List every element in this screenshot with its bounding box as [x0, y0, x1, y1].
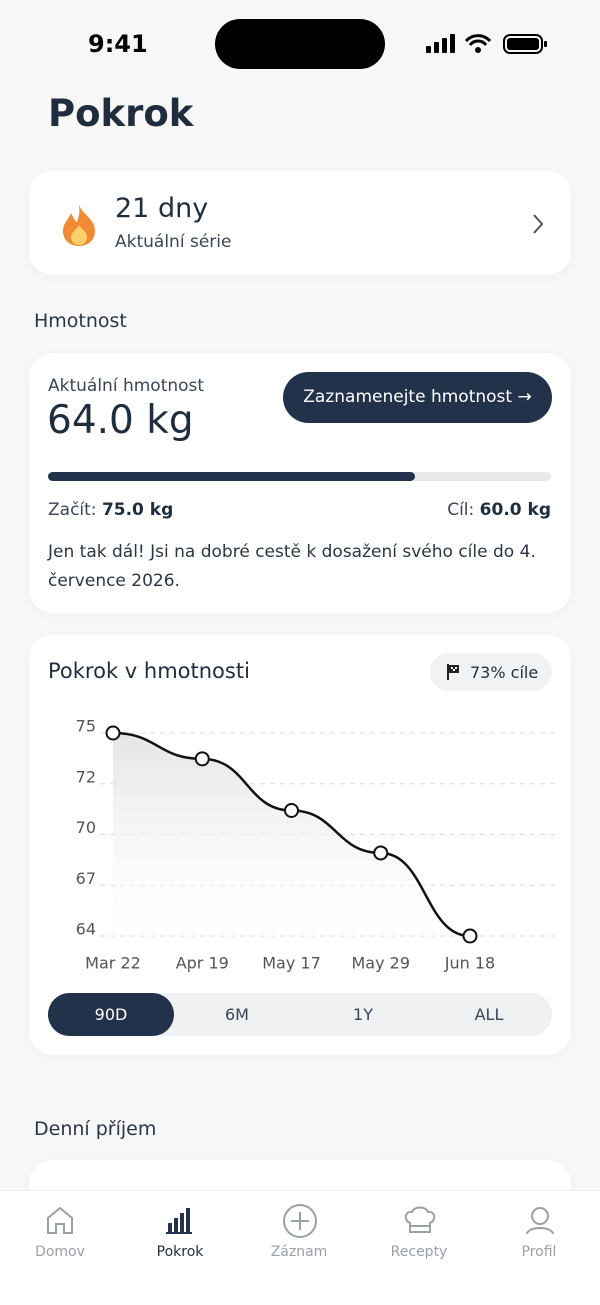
- page-title: Pokrok: [48, 92, 194, 135]
- goal-label: Cíl:: [447, 500, 475, 520]
- x-tick-label: Apr 19: [176, 954, 229, 973]
- chart: 64 67 70 72 75 Mar 22 Apr 19 May 17 May 29 Jun 18: [76, 717, 555, 973]
- current-label: Aktuální hmotnost: [48, 376, 205, 396]
- badge-text: 73% cíle: [470, 663, 539, 682]
- tab-item[interactable]: Recepty: [390, 1244, 448, 1260]
- range-tab[interactable]: 1Y: [353, 1005, 373, 1024]
- point: [373, 845, 389, 861]
- x-tick-label: Jun 18: [444, 954, 495, 973]
- tab-item[interactable]: Domov: [35, 1244, 85, 1260]
- y-tick-label: 64: [76, 920, 96, 939]
- tab-item[interactable]: Profil: [521, 1244, 557, 1260]
- progress-fill: [48, 472, 416, 481]
- x-tick-label: Mar 22: [85, 954, 141, 973]
- point: [194, 751, 210, 767]
- streak-card[interactable]: 21 dny Aktuální série: [29, 171, 571, 275]
- point: [284, 803, 299, 819]
- streak-value: 21 dny: [115, 193, 209, 224]
- progress-track: [48, 472, 551, 481]
- fire-icon: [63, 205, 95, 246]
- tab-item[interactable]: Záznam: [270, 1244, 328, 1260]
- point: [105, 725, 121, 741]
- flag-icon: [447, 664, 459, 680]
- range-tab[interactable]: ALL: [474, 1005, 504, 1024]
- range-tab[interactable]: 90D: [48, 993, 174, 1036]
- chevron: [533, 214, 544, 234]
- streak-label: Aktuální série: [115, 232, 232, 252]
- progress-message: Jen tak dál! Jsi na dobré cestě k dosaže…: [48, 542, 536, 591]
- range-tab[interactable]: 6M: [225, 1005, 249, 1024]
- x-tick-label: May 17: [262, 954, 321, 973]
- status-icons: [426, 34, 547, 54]
- tab-bar: Domov Pokrok Záznam Recepty Profil: [0, 1190, 600, 1305]
- y-tick-label: 72: [76, 767, 96, 786]
- section-title: Denní příjem: [34, 1118, 157, 1140]
- x-tick-label: May 29: [351, 954, 410, 973]
- dynamic-island: [215, 19, 385, 69]
- y-tick-label: 70: [76, 818, 96, 837]
- tab-item[interactable]: Pokrok: [156, 1244, 204, 1260]
- range-tabs: 90D 6M 1Y ALL: [48, 993, 552, 1036]
- goal-value: 60.0 kg: [479, 500, 551, 520]
- tab-icons: [47, 1204, 554, 1238]
- area: [113, 733, 470, 936]
- chart-title: Pokrok v hmotnosti: [48, 659, 250, 683]
- status-time: 9:41: [88, 30, 148, 58]
- y-tick-label: 75: [76, 717, 96, 736]
- y-tick-label: 67: [76, 869, 96, 888]
- section-title: Hmotnost: [34, 310, 127, 332]
- point: [462, 928, 478, 944]
- start-value: 75.0 kg: [101, 500, 174, 520]
- weight-card: Aktuální hmotnost 64.0 kg Zaznamenejte h…: [29, 353, 571, 613]
- current-value: 64.0 kg: [47, 398, 194, 443]
- goal-badge: 73% cíle: [430, 653, 552, 691]
- start-label: Začít:: [48, 500, 97, 520]
- log-weight-button[interactable]: Zaznamenejte hmotnost →: [283, 372, 552, 423]
- chart-card: Pokrok v hmotnosti 73% cíle 64 67 70 72 75 Ma…: [29, 635, 571, 1055]
